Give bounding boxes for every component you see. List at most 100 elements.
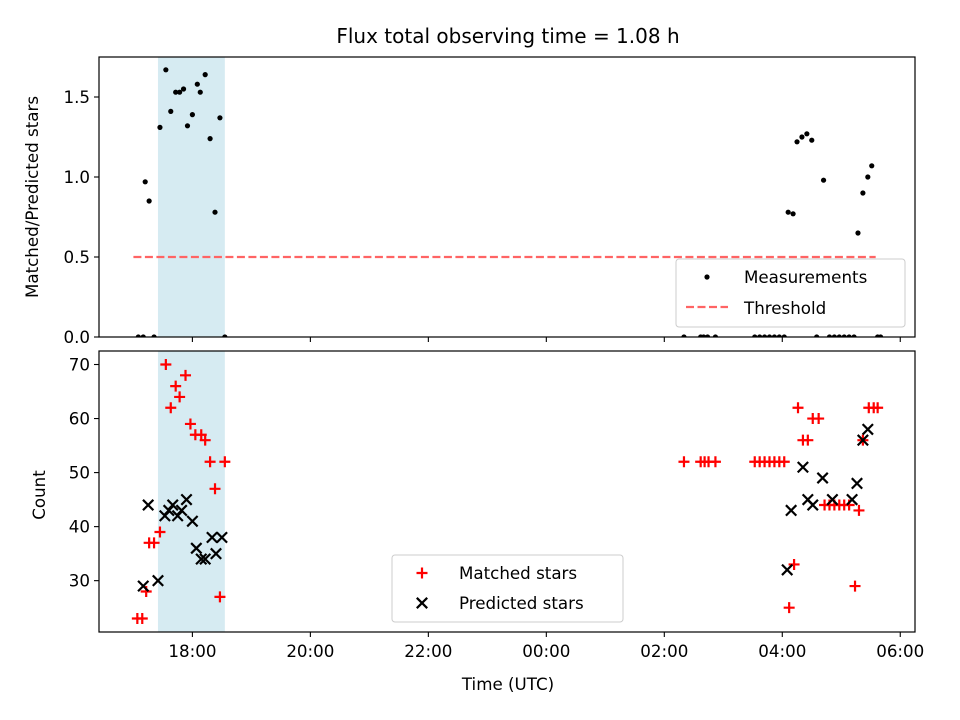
- matched-star-point: [709, 456, 721, 468]
- top-y-tick-label: 0.5: [63, 247, 90, 267]
- measurement-point: [794, 139, 800, 145]
- measurement-point: [189, 112, 195, 118]
- predicted-star-point: [846, 493, 859, 506]
- measurement-point: [766, 334, 773, 337]
- measurement-point: [681, 334, 687, 337]
- predicted-star-point: [826, 493, 839, 506]
- measurement-point: [869, 163, 875, 169]
- matched-star-point: [792, 402, 804, 414]
- bottom-series-1: [137, 423, 874, 593]
- predicted-star-point: [175, 504, 188, 517]
- predicted-star-point: [206, 531, 219, 544]
- matched-star-point: [214, 591, 226, 603]
- predicted-star-point: [142, 499, 155, 511]
- predicted-star-point: [180, 493, 193, 506]
- top-y-tick-label: 1.5: [63, 87, 90, 107]
- predicted-star-point: [816, 472, 829, 484]
- measurement-point: [197, 89, 203, 95]
- predicted-star-point: [781, 563, 794, 576]
- legend-threshold-label: Threshold: [743, 298, 826, 318]
- measurement-point: [814, 334, 820, 337]
- measurement-point: [217, 115, 223, 121]
- measurement-point: [207, 136, 213, 142]
- measurement-point: [704, 334, 711, 337]
- measurement-point: [804, 131, 810, 137]
- legend-matched-label: Matched stars: [459, 563, 577, 583]
- measurement-point: [865, 174, 871, 180]
- measurement-point: [151, 334, 157, 337]
- measurement-point: [184, 123, 191, 129]
- measurement-point: [826, 334, 833, 337]
- x-axis-label: Time (UTC): [461, 674, 554, 694]
- measurement-point: [836, 334, 842, 337]
- top-shaded-interval: [157, 57, 225, 337]
- predicted-star-point: [856, 434, 869, 447]
- measurement-point: [168, 108, 174, 114]
- measurement-point: [757, 334, 763, 337]
- measurement-point: [173, 89, 179, 95]
- matched-star-point: [778, 456, 790, 468]
- predicted-star-point: [195, 553, 208, 566]
- measurement-point: [771, 334, 778, 337]
- measurement-point: [831, 334, 837, 337]
- bottom-y-tick-label: 70: [69, 355, 90, 375]
- bottom-y-tick-label: 40: [69, 517, 90, 537]
- predicted-star-point: [796, 461, 809, 474]
- bottom-series-0: [131, 359, 884, 624]
- measurement-point: [841, 334, 847, 337]
- matched-star-point: [209, 483, 221, 495]
- top-legend: Measurements Threshold: [675, 258, 906, 328]
- measurement-point: [820, 177, 827, 183]
- x-tick-label: 04:00: [758, 641, 806, 661]
- predicted-star-point: [190, 542, 203, 555]
- measurement-point: [701, 334, 707, 337]
- x-tick-label: 20:00: [286, 641, 334, 661]
- matched-star-point: [204, 456, 216, 468]
- measurement-point: [222, 334, 228, 337]
- predicted-star-point: [851, 477, 863, 490]
- legend-predicted-label: Predicted stars: [459, 593, 584, 613]
- top-y-tick-label: 1.0: [63, 167, 90, 187]
- top-panel: 0.0 0.5 1.0 1.5 Measurements Threshold: [63, 56, 916, 347]
- matched-star-point: [154, 526, 166, 538]
- measurement-point: [180, 86, 187, 92]
- predicted-star-point: [861, 423, 874, 436]
- matched-star-point: [148, 537, 160, 549]
- bottom-plot-area: [131, 359, 884, 624]
- top-series-0: [135, 67, 884, 337]
- bottom-y-tick-label: 30: [69, 571, 90, 591]
- measurement-point: [752, 334, 758, 337]
- x-tick-label: 02:00: [640, 641, 688, 661]
- measurement-point: [194, 81, 200, 87]
- bottom-legend: Matched stars Predicted stars: [391, 554, 624, 623]
- measurement-point: [142, 179, 148, 185]
- measurement-point: [809, 137, 815, 143]
- measurement-point: [140, 334, 146, 337]
- matched-star-point: [872, 402, 884, 414]
- matched-star-point: [788, 558, 800, 570]
- measurement-point: [851, 334, 857, 337]
- matched-star-point: [136, 612, 148, 624]
- x-tick-label: 22:00: [404, 641, 452, 661]
- chart-title: Flux total observing time = 1.08 h: [336, 24, 679, 48]
- top-plot-area: [133, 67, 884, 337]
- bottom-y-axis-label: Count: [29, 470, 49, 520]
- measurement-point: [855, 230, 861, 236]
- top-legend-box: [675, 258, 906, 328]
- matched-star-point: [165, 402, 177, 414]
- x-tick-label: 00:00: [522, 641, 570, 661]
- predicted-star-point: [785, 504, 798, 517]
- legend-predicted-marker: [416, 597, 428, 609]
- bottom-frame: [98, 350, 916, 633]
- predicted-star-point: [806, 499, 819, 511]
- measurement-point: [761, 334, 768, 337]
- predicted-star-point: [186, 515, 199, 528]
- legend-matched-marker: [416, 567, 428, 579]
- bottom-y-tick-label: 60: [69, 409, 90, 429]
- matched-star-point: [802, 434, 814, 446]
- measurement-point: [177, 89, 183, 95]
- matched-star-point: [184, 418, 196, 430]
- measurement-point: [163, 67, 169, 73]
- matched-star-point: [678, 456, 690, 468]
- matched-star-point: [219, 456, 231, 468]
